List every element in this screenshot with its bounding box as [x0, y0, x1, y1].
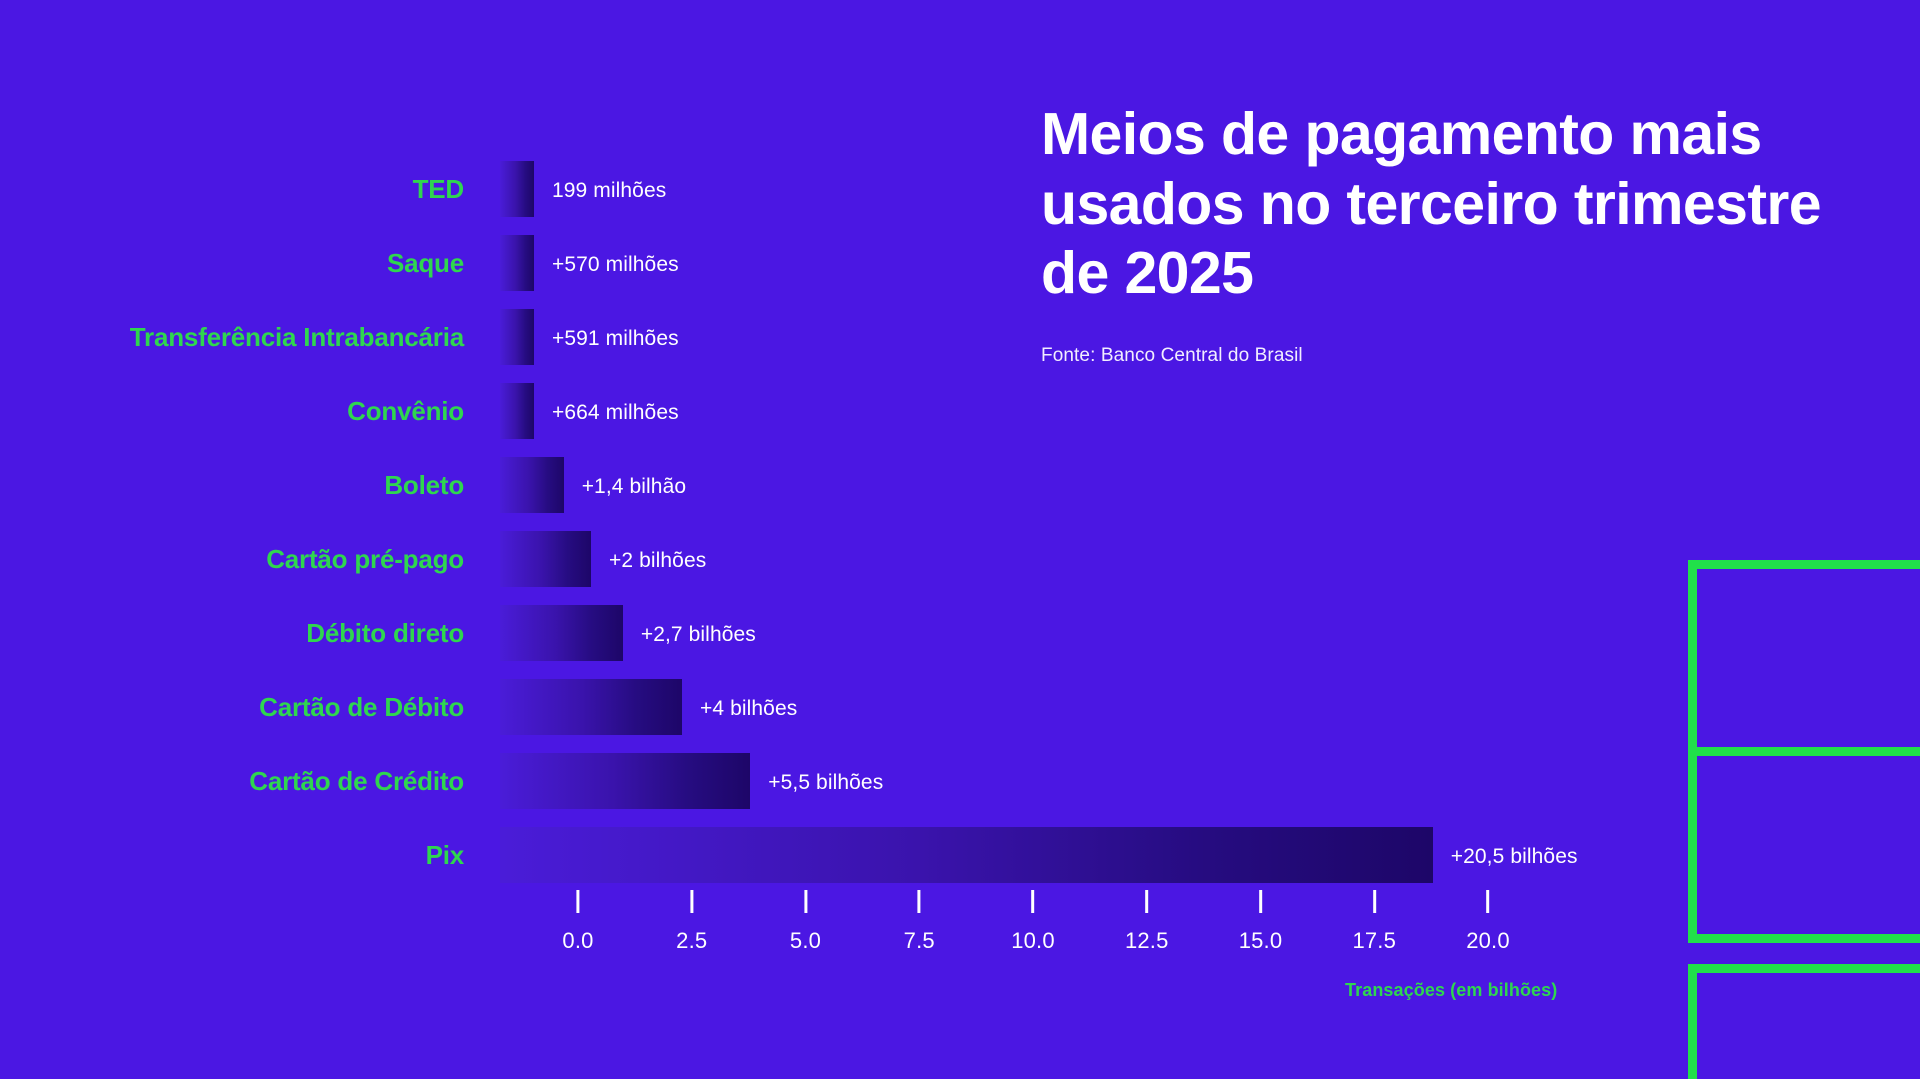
x-axis-tick-mark	[1145, 890, 1149, 913]
x-axis-tick-label: 0.0	[562, 928, 594, 953]
bar-row: Débito direto +2,7 bilhões	[0, 596, 1720, 670]
bar-track: +570 milhões	[500, 226, 1720, 300]
bar-value-label: +2,7 bilhões	[640, 623, 756, 646]
bar-value-label: +5,5 bilhões	[768, 771, 884, 794]
bar-row: Transferência Intrabancária +591 milhões	[0, 300, 1720, 374]
x-axis-title: Transações (em bilhões)	[1345, 980, 1558, 1000]
bar-value-label: +664 milhões	[552, 401, 679, 424]
x-axis-tick: 5.0	[790, 890, 821, 954]
bar-value-label: +4 bilhões	[700, 697, 798, 720]
bar-value-label: +2 bilhões	[609, 549, 707, 572]
x-axis-tick-label: 12.5	[1124, 928, 1169, 953]
bar	[500, 383, 534, 439]
x-axis-tick: 15.0	[1239, 890, 1283, 954]
decorative-frame-rectangle	[1688, 964, 1920, 1079]
bar-chart-plot: TED 199 milhões Saque +570 milhões Transferê…	[0, 152, 1720, 892]
bar-category-label: Saque	[386, 247, 464, 278]
title-block: Meios de pagamento mais usados no tercei…	[1041, 100, 1861, 367]
bar-row: Saque +570 milhões	[0, 226, 1720, 300]
x-axis-tick: 12.5	[1125, 890, 1169, 954]
x-axis-tick: 10.0	[1011, 890, 1055, 954]
bar-category-label: Transferência Intrabancária	[129, 321, 464, 352]
bar	[500, 753, 751, 809]
x-axis-tick-mark	[1031, 890, 1035, 913]
x-axis-tick-mark	[804, 890, 807, 913]
x-axis-tick-label: 7.5	[903, 928, 935, 953]
source-note: Fonte: Banco Central do Brasil	[1041, 344, 1303, 366]
bar-track: 199 milhões	[500, 152, 1720, 226]
bar	[500, 679, 682, 735]
x-axis-tick-label: 2.5	[676, 928, 708, 953]
bar	[500, 827, 1433, 883]
bar	[500, 457, 564, 513]
x-axis-tick-mark	[1372, 890, 1376, 913]
bar-category-label: Cartão pré-pago	[266, 543, 464, 574]
bar-value-label: +591 milhões	[552, 327, 679, 350]
bar-track: +5,5 bilhões	[500, 744, 1720, 818]
bar-row: TED 199 milhões	[0, 152, 1720, 226]
bar-row: Pix +20,5 bilhões	[0, 818, 1720, 892]
page-title: Meios de pagamento mais usados no tercei…	[1041, 101, 1822, 307]
x-axis-tick-label: 5.0	[789, 928, 822, 953]
bar-track: +2,7 bilhões	[500, 596, 1720, 670]
bar	[500, 309, 534, 365]
bar-category-label: Boleto	[384, 469, 464, 500]
bar-track: +2 bilhões	[500, 522, 1720, 596]
decorative-frame-rectangle	[1688, 560, 1920, 756]
x-axis-tick: 20.0	[1466, 890, 1510, 954]
bar-row: Cartão de Crédito +5,5 bilhões	[0, 744, 1720, 818]
bar-category-label: Cartão de Crédito	[249, 765, 464, 796]
bar-track: +1,4 bilhão	[500, 448, 1720, 522]
bar-category-label: Cartão de Débito	[259, 691, 464, 722]
x-axis-tick-label: 15.0	[1238, 928, 1283, 953]
bar-value-label: +1,4 bilhão	[581, 475, 687, 498]
bar-row: Convênio +664 milhões	[0, 374, 1720, 448]
bar	[500, 605, 623, 661]
bar-category-label: Pix	[425, 839, 465, 870]
x-axis-tick: 7.5	[904, 890, 935, 954]
bar-track: +20,5 bilhões	[500, 818, 1720, 892]
x-axis-tick-label: 17.5	[1352, 928, 1397, 953]
decorative-frame-rectangle	[1688, 747, 1920, 943]
x-axis-tick-mark	[1486, 890, 1490, 913]
bar	[500, 235, 534, 291]
bar-category-label: TED	[412, 173, 465, 204]
x-axis-tick-mark	[576, 890, 580, 913]
bar	[500, 531, 591, 587]
bar-value-label: +20,5 bilhões	[1450, 845, 1578, 868]
bar-category-label: Débito direto	[306, 617, 464, 648]
x-axis-tick-mark	[690, 890, 694, 913]
bar-row: Cartão de Débito +4 bilhões	[0, 670, 1720, 744]
x-axis-tick: 2.5	[676, 890, 707, 954]
bar-track: +4 bilhões	[500, 670, 1720, 744]
x-axis-tick-label: 20.0	[1466, 928, 1510, 953]
bar-value-label: 199 milhões	[552, 179, 667, 202]
bar-category-label: Convênio	[347, 395, 464, 426]
bar-row: Cartão pré-pago +2 bilhões	[0, 522, 1720, 596]
bar-value-label: +570 milhões	[552, 253, 679, 276]
bar-track: +591 milhões	[500, 300, 1720, 374]
bar	[500, 161, 534, 217]
x-axis: 0.0 2.5 5.0 7.5 10.0 12.5 15.0 17.5 20.0	[545, 890, 1545, 1050]
x-axis-tick-label: 10.0	[1011, 928, 1055, 953]
bar-row: Boleto +1,4 bilhão	[0, 448, 1720, 522]
bar-track: +664 milhões	[500, 374, 1720, 448]
x-axis-tick: 0.0	[562, 890, 593, 954]
x-axis-tick-mark	[1259, 890, 1262, 913]
x-axis-tick: 17.5	[1352, 890, 1396, 954]
x-axis-tick-mark	[917, 890, 921, 913]
